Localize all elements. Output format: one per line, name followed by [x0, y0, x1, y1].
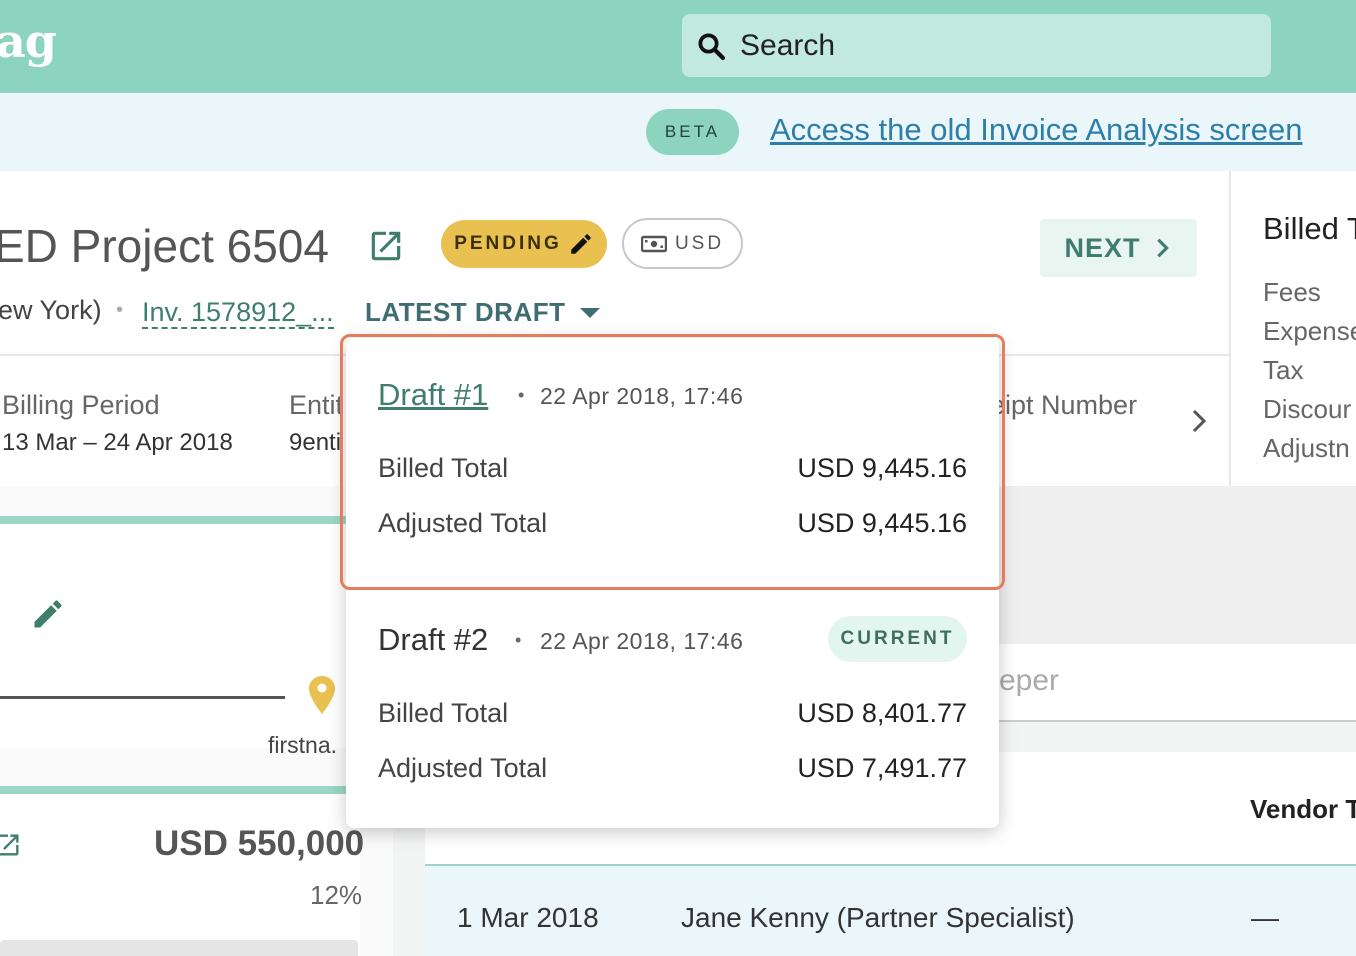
fees-label: Fees [1263, 277, 1321, 307]
draft-1-adjusted-label: Adjusted Total [378, 508, 548, 538]
draft-selector[interactable]: LATEST DRAFT [365, 297, 602, 328]
project-title: ED Project 6504 [0, 220, 329, 272]
chevron-right-icon[interactable] [1188, 407, 1210, 435]
budget-percent: 12% [310, 880, 363, 910]
separator-dot: • [518, 385, 525, 405]
next-button[interactable]: NEXT [1040, 219, 1197, 277]
draft-1-billed-label: Billed Total [378, 453, 509, 483]
pencil-icon [571, 234, 591, 254]
draft-selector-label: LATEST DRAFT [365, 297, 566, 327]
row-vendor: — [1251, 902, 1279, 933]
billing-period-value: 13 Mar – 24 Apr 2018 [2, 429, 233, 456]
content-panel [999, 486, 1356, 644]
draft-2-adjusted-value: USD 7,491.77 [797, 753, 967, 783]
invoice-number-link[interactable]: Inv. 1578912_... [142, 297, 334, 329]
expenses-label: Expense [1263, 316, 1356, 346]
entity-value: 9enti [289, 429, 342, 456]
billed-totals-panel: Billed T Fees Expense Tax Discour Adjust… [1229, 171, 1356, 486]
tax-label: Tax [1263, 355, 1304, 385]
search-placeholder: Search [740, 28, 836, 62]
vendor-column-header[interactable]: Vendor T [1250, 794, 1356, 824]
draft-1-adjusted-value: USD 9,445.16 [797, 508, 967, 538]
timekeeper-placeholder: eper [999, 664, 1060, 697]
draft-option-2[interactable]: Draft #2 • 22 Apr 2018, 17:46 Billed Tot… [346, 584, 999, 828]
beta-badge: BETA [646, 109, 739, 155]
next-label: NEXT [1064, 232, 1141, 263]
app-logo[interactable]: ag [0, 14, 57, 68]
draft-option-1[interactable]: Draft #1 • 22 Apr 2018, 17:46 Billed Tot… [340, 334, 1005, 590]
table-header-rule [425, 864, 1356, 866]
timeline-line [0, 696, 285, 699]
external-link-icon[interactable] [0, 830, 22, 860]
draft-2-billed-label: Billed Total [378, 698, 509, 728]
money-icon [640, 235, 667, 252]
currency-badge[interactable]: USD [622, 218, 743, 269]
draft-2-adjusted-label: Adjusted Total [378, 753, 548, 783]
external-link-icon[interactable] [367, 227, 405, 265]
left-column: firstna. USD 550,000 12% [0, 486, 393, 956]
entity-label: Entit [289, 390, 344, 420]
search-box[interactable]: Search [682, 14, 1271, 77]
timekeeper-filter-input[interactable]: eper [999, 644, 1356, 722]
beta-banner: BETA Access the old Invoice Analysis scr… [0, 93, 1356, 171]
caret-down-icon [579, 307, 600, 318]
draft-1-link[interactable]: Draft #1 [378, 377, 489, 412]
row-timekeeper: Jane Kenny (Partner Specialist) [681, 902, 1075, 933]
pencil-icon[interactable] [30, 596, 66, 632]
chevron-right-icon [1156, 238, 1169, 258]
budget-amount: USD 550,000 [154, 824, 365, 863]
separator-dot: • [116, 299, 124, 321]
status-label: PENDING [454, 233, 562, 254]
discount-label: Discour [1263, 394, 1352, 424]
currency-label: USD [674, 232, 725, 254]
draft-2-date: 22 Apr 2018, 17:46 [540, 628, 744, 654]
draft-1-billed-value: USD 9,445.16 [797, 453, 967, 483]
top-bar: ag Search [0, 0, 1356, 93]
receipt-number-label: eipt Number [990, 390, 1138, 420]
search-icon [698, 33, 725, 60]
timekeeper-name: firstna. [268, 732, 338, 758]
billed-totals-title: Billed T [1263, 211, 1356, 246]
separator-dot: • [515, 630, 522, 650]
location-pin-icon [309, 676, 335, 714]
draft-2-billed-value: USD 8,401.77 [797, 698, 967, 728]
adjustment-label: Adjustn [1263, 433, 1350, 463]
billing-period-label: Billing Period [2, 390, 160, 420]
draft-dropdown-menu: Draft #1 • 22 Apr 2018, 17:46 Billed Tot… [340, 334, 1005, 828]
current-badge: CURRENT [828, 616, 967, 662]
row-date: 1 Mar 2018 [457, 902, 599, 933]
budget-card: USD 550,000 12% [0, 786, 364, 956]
draft-1-date: 22 Apr 2018, 17:46 [540, 383, 744, 409]
draft-2-name: Draft #2 [378, 622, 489, 657]
status-badge[interactable]: PENDING [441, 220, 607, 268]
timeline-card: firstna. [0, 516, 360, 758]
old-invoice-analysis-link[interactable]: Access the old Invoice Analysis screen [770, 112, 1303, 147]
project-location: ew York) [0, 295, 102, 325]
table-row[interactable]: 1 Mar 2018 Jane Kenny (Partner Specialis… [425, 866, 1356, 956]
budget-progress-bar [0, 940, 358, 956]
